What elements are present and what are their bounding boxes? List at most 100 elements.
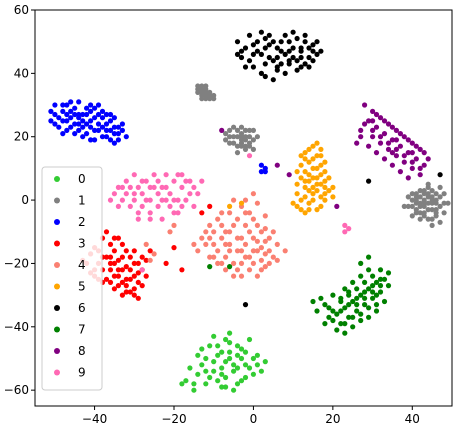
data-point-class-1 [254,134,260,140]
data-point-class-7 [381,298,388,305]
data-point-class-4 [167,229,173,235]
data-point-class-0 [219,371,225,377]
data-point-class-2 [92,127,98,133]
data-point-class-5 [298,197,304,203]
legend-label-8: 8 [78,344,86,358]
data-point-class-4 [227,241,233,247]
data-point-class-2 [60,108,66,114]
data-point-class-7 [346,302,352,308]
data-point-class-7 [350,324,356,330]
data-point-class-7 [385,283,392,289]
data-point-class-6 [290,54,296,61]
data-point-class-6 [250,42,256,48]
data-point-class-5 [310,197,316,203]
data-point-class-3 [131,286,137,292]
data-point-class-7 [342,330,348,336]
data-point-class-8 [377,115,384,121]
data-point-class-7 [334,327,340,333]
data-point-class-2 [84,105,90,111]
data-point-class-0 [238,378,245,384]
data-point-class-5 [306,188,312,194]
data-point-class-3 [135,270,141,276]
data-point-class-4 [211,229,217,235]
data-point-class-1 [238,143,245,149]
data-point-class-7 [354,302,360,308]
data-point-class-0 [250,371,256,377]
data-point-class-5 [326,188,332,194]
legend-marker-3 [54,240,60,247]
data-point-class-2 [95,102,102,108]
data-point-class-2 [95,127,102,133]
data-point-class-3 [131,273,137,279]
data-point-class-8 [393,137,399,143]
data-point-class-8 [413,143,419,149]
data-point-class-3 [127,267,133,273]
data-point-class-4 [215,216,221,222]
data-point-class-4 [203,241,209,247]
data-point-class-4 [203,229,209,235]
data-point-class-9 [171,197,177,203]
data-point-class-1 [445,200,451,206]
data-point-class-3 [119,279,125,285]
data-point-class-6 [242,302,249,308]
x-tick-label: −40 [82,412,107,426]
data-point-class-8 [397,143,403,149]
data-point-class-5 [314,181,320,187]
data-point-class-8 [377,140,384,146]
y-tick-label: −40 [4,320,29,334]
data-point-class-5 [314,165,320,171]
data-point-class-4 [254,238,260,244]
data-point-class-5 [318,162,324,168]
data-point-class-1 [425,207,431,213]
data-point-class-7 [362,289,368,295]
data-point-class-5 [318,194,324,200]
data-point-class-6 [290,29,296,35]
data-point-class-1 [246,134,253,140]
data-point-class-2 [99,115,106,121]
data-point-class-4 [282,248,288,254]
data-point-class-9 [143,197,149,203]
data-point-class-1 [425,200,431,206]
data-point-class-1 [421,188,427,194]
data-point-class-2 [52,121,58,127]
plot-frame [34,9,453,407]
data-point-class-8 [354,140,360,146]
data-point-class-4 [242,241,249,247]
data-point-class-9 [175,197,181,203]
data-point-class-8 [362,102,368,108]
data-point-class-0 [183,378,189,384]
data-point-class-9 [187,178,193,184]
data-point-class-7 [354,308,360,314]
data-point-class-9 [151,184,157,190]
data-point-class-4 [227,248,233,254]
data-point-class-0 [219,365,225,371]
data-point-class-4 [242,222,249,228]
data-point-class-5 [314,153,320,159]
data-point-class-0 [211,359,217,365]
data-point-class-2 [111,124,117,130]
data-point-class-2 [111,140,117,146]
data-point-class-6 [258,29,264,35]
data-point-class-7 [322,321,328,327]
data-point-class-7 [207,264,213,270]
data-point-class-0 [203,355,209,362]
data-point-class-7 [381,276,388,282]
data-point-class-8 [274,162,280,168]
data-point-class-3 [127,276,133,282]
data-point-class-2 [95,111,102,118]
data-point-class-9 [119,197,125,203]
data-point-class-9 [179,172,185,178]
data-point-class-8 [381,118,388,124]
data-point-class-8 [366,118,372,124]
data-point-class-2 [107,118,114,124]
data-point-class-6 [282,70,288,76]
data-point-class-4 [215,248,221,254]
data-point-class-0 [195,371,201,377]
data-point-class-8 [405,150,411,156]
legend-marker-9 [54,369,60,376]
data-point-class-2 [115,124,121,130]
data-point-class-5 [310,165,316,171]
data-point-class-1 [433,210,439,216]
data-point-class-6 [254,39,260,45]
